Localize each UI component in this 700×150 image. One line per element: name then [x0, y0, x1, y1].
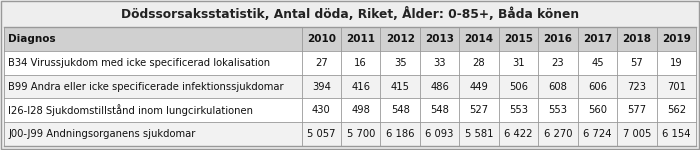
Bar	[4, 51, 696, 75]
Text: Dödssorsaksstatistik, Antal döda, Riket, Ålder: 0-85+, Båda könen: Dödssorsaksstatistik, Antal döda, Riket,…	[121, 6, 579, 21]
Text: 608: 608	[549, 81, 568, 92]
Text: 606: 606	[588, 81, 607, 92]
Text: 394: 394	[312, 81, 330, 92]
Text: 506: 506	[509, 81, 528, 92]
Text: 28: 28	[473, 58, 485, 68]
Text: 548: 548	[430, 105, 449, 115]
Bar	[0, 0, 700, 27]
Text: 27: 27	[315, 58, 328, 68]
Text: 527: 527	[470, 105, 489, 115]
Text: 562: 562	[666, 105, 686, 115]
Bar	[4, 75, 696, 98]
Text: 6 186: 6 186	[386, 129, 414, 139]
Text: 2011: 2011	[346, 34, 375, 44]
Text: 577: 577	[627, 105, 646, 115]
Text: 723: 723	[627, 81, 646, 92]
Text: 19: 19	[670, 58, 682, 68]
Text: 16: 16	[354, 58, 367, 68]
Text: I26-I28 Sjukdomstillstånd inom lungcirkulationen: I26-I28 Sjukdomstillstånd inom lungcirku…	[8, 104, 253, 116]
Text: 6 270: 6 270	[544, 129, 572, 139]
Text: 560: 560	[588, 105, 607, 115]
Text: 2016: 2016	[543, 34, 573, 44]
Bar	[4, 27, 696, 146]
Text: Diagnos: Diagnos	[8, 34, 55, 44]
Text: 31: 31	[512, 58, 525, 68]
Text: 2010: 2010	[307, 34, 336, 44]
Bar	[4, 98, 696, 122]
Text: 2018: 2018	[622, 34, 651, 44]
Text: 2017: 2017	[583, 34, 612, 44]
Text: 449: 449	[470, 81, 489, 92]
Text: 2015: 2015	[504, 34, 533, 44]
Text: 23: 23	[552, 58, 564, 68]
Text: 430: 430	[312, 105, 330, 115]
Text: 701: 701	[667, 81, 686, 92]
Text: 6 724: 6 724	[583, 129, 612, 139]
Text: 2014: 2014	[465, 34, 493, 44]
Text: 6 093: 6 093	[426, 129, 454, 139]
Text: 33: 33	[433, 58, 446, 68]
Text: 57: 57	[631, 58, 643, 68]
Text: 45: 45	[591, 58, 603, 68]
Text: 2013: 2013	[425, 34, 454, 44]
Bar	[4, 27, 696, 51]
Text: B34 Virussjukdom med icke specificerad lokalisation: B34 Virussjukdom med icke specificerad l…	[8, 58, 270, 68]
Text: 2012: 2012	[386, 34, 414, 44]
Text: 553: 553	[548, 105, 568, 115]
Text: 498: 498	[351, 105, 370, 115]
Text: 415: 415	[391, 81, 409, 92]
Text: 5 700: 5 700	[346, 129, 375, 139]
Bar	[4, 122, 696, 146]
Text: B99 Andra eller icke specificerade infektionssjukdomar: B99 Andra eller icke specificerade infek…	[8, 81, 284, 92]
Text: 6 154: 6 154	[662, 129, 690, 139]
Text: 5 057: 5 057	[307, 129, 335, 139]
Text: 35: 35	[394, 58, 407, 68]
Text: 416: 416	[351, 81, 370, 92]
Text: 7 005: 7 005	[622, 129, 651, 139]
Text: 486: 486	[430, 81, 449, 92]
Text: 5 581: 5 581	[465, 129, 493, 139]
Text: 2019: 2019	[662, 34, 691, 44]
Text: 6 422: 6 422	[504, 129, 533, 139]
Text: J00-J99 Andningsorganens sjukdomar: J00-J99 Andningsorganens sjukdomar	[8, 129, 195, 139]
Text: 553: 553	[509, 105, 528, 115]
Text: 548: 548	[391, 105, 409, 115]
